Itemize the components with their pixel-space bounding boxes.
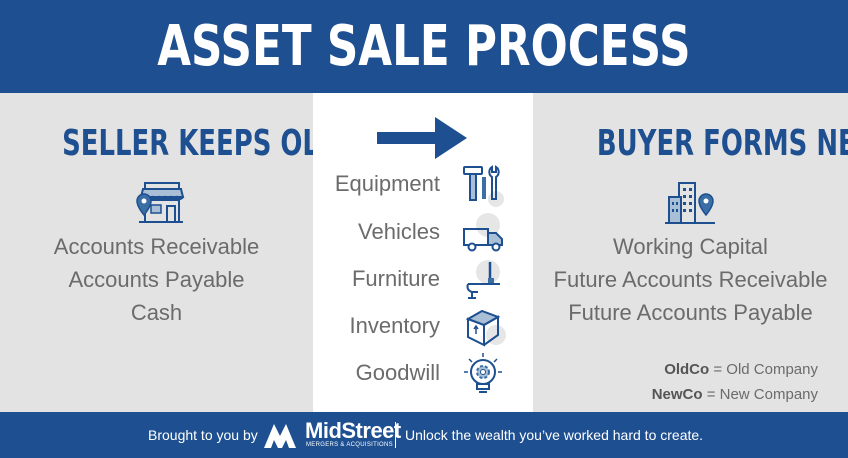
asset-label: Inventory — [349, 313, 441, 338]
asset-row-vehicles: Vehicles — [313, 211, 533, 255]
asset-row-inventory: Inventory — [313, 305, 533, 349]
buyer-items: Working Capital Future Accounts Receivab… — [533, 230, 848, 329]
asset-label: Goodwill — [355, 360, 440, 385]
legend-oldco: OldCo = Old Company — [652, 357, 818, 382]
brought-by-text: Brought to you by — [148, 427, 258, 443]
asset-row-equipment: Equipment — [313, 163, 533, 207]
legend-definition: = New Company — [702, 386, 818, 403]
legend-term: OldCo — [664, 361, 710, 378]
list-item: Cash — [130, 300, 183, 325]
box-icon — [465, 309, 506, 347]
asset-row-goodwill: Goodwill — [313, 352, 533, 396]
midstreet-logo-icon — [264, 424, 296, 448]
legend-definition: = Old Company — [709, 361, 818, 378]
desk-chair-icon — [466, 260, 500, 299]
tagline: Unlock the wealth you’ve worked hard to … — [405, 427, 704, 443]
seller-panel: SELLER KEEPS OLDCO Accounts Receivable A… — [0, 93, 382, 412]
buyer-panel: BUYER FORMS NEWCO Working Capital Future… — [533, 93, 848, 412]
asset-row-furniture: Furniture — [313, 258, 533, 302]
seller-items: Accounts Receivable Accounts Payable Cas… — [0, 230, 313, 329]
footer-bar: Brought to you by MidStreet MERGERS & AC… — [0, 412, 848, 458]
asset-label: Vehicles — [358, 219, 440, 244]
asset-label: Furniture — [351, 266, 440, 291]
tools-icon — [463, 165, 504, 207]
brand-subtitle: MERGERS & ACQUISITIONS — [306, 442, 393, 448]
footer-divider — [395, 422, 396, 448]
asset-label: Equipment — [334, 171, 440, 196]
buyer-heading: BUYER FORMS NEWCO — [533, 123, 848, 164]
storefront-location-icon — [135, 182, 184, 223]
list-item: Accounts Payable — [68, 267, 245, 292]
abbreviation-legend: OldCo = Old Company NewCo = New Company — [652, 357, 818, 407]
list-item: Working Capital — [613, 234, 768, 259]
list-item: Future Accounts Receivable — [553, 267, 828, 292]
arrow-right-icon — [377, 117, 467, 159]
list-item: Accounts Receivable — [53, 234, 260, 259]
legend-newco: NewCo = New Company — [652, 382, 818, 407]
legend-term: NewCo — [651, 386, 703, 403]
building-location-icon — [664, 182, 715, 224]
lightbulb-gear-icon — [464, 353, 502, 393]
truck-icon — [463, 213, 503, 252]
seller-heading: SELLER KEEPS OLDCO — [0, 123, 381, 164]
buyer-heading-text: BUYER FORMS NEWCO — [596, 123, 848, 164]
header-banner: ASSET SALE PROCESS — [0, 0, 848, 93]
brand-name: MidStreet — [305, 418, 401, 443]
list-item: Future Accounts Payable — [568, 300, 813, 325]
page-title: ASSET SALE PROCESS — [157, 14, 691, 79]
